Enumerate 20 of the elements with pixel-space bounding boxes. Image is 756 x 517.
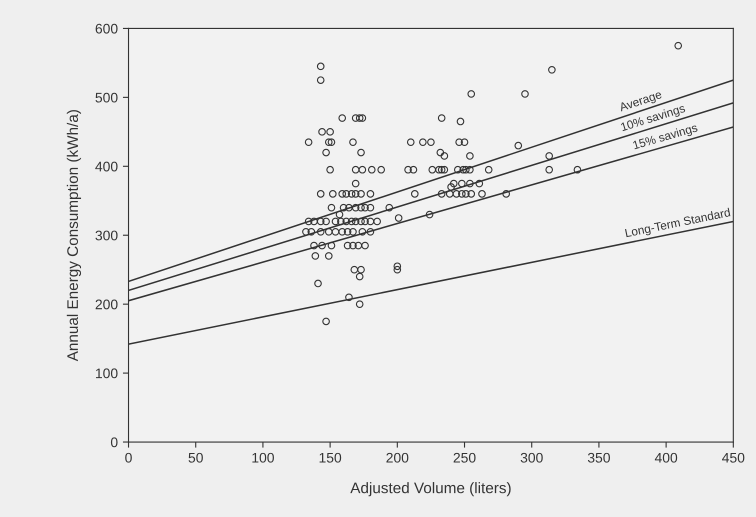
x-tick-label: 200 xyxy=(386,452,408,463)
y-tick-label: 600 xyxy=(96,24,118,34)
y-axis-title: Annual Energy Consumption (kWh/a) xyxy=(66,110,82,362)
y-tick-label: 100 xyxy=(96,368,118,378)
x-tick-label: 50 xyxy=(188,452,203,463)
x-tick-label: 350 xyxy=(588,452,610,463)
y-tick-label: 500 xyxy=(95,92,118,103)
y-tick-label: 0 xyxy=(110,437,118,448)
x-tick-label: 450 xyxy=(722,452,744,463)
x-tick-label: 0 xyxy=(125,452,132,463)
y-tick-label: 400 xyxy=(95,162,118,172)
x-tick-label: 100 xyxy=(252,452,274,463)
x-tick-label: 300 xyxy=(520,452,543,463)
y-tick-label: 300 xyxy=(95,230,118,240)
x-axis-title: Adjusted Volume (liters) xyxy=(350,482,511,496)
text: Long-Term Standard xyxy=(624,208,731,240)
x-tick-label: 150 xyxy=(320,452,342,463)
x-tick-label: 400 xyxy=(654,452,678,463)
y-tick-label: 200 xyxy=(96,300,118,310)
x-tick-label: 250 xyxy=(454,452,476,463)
